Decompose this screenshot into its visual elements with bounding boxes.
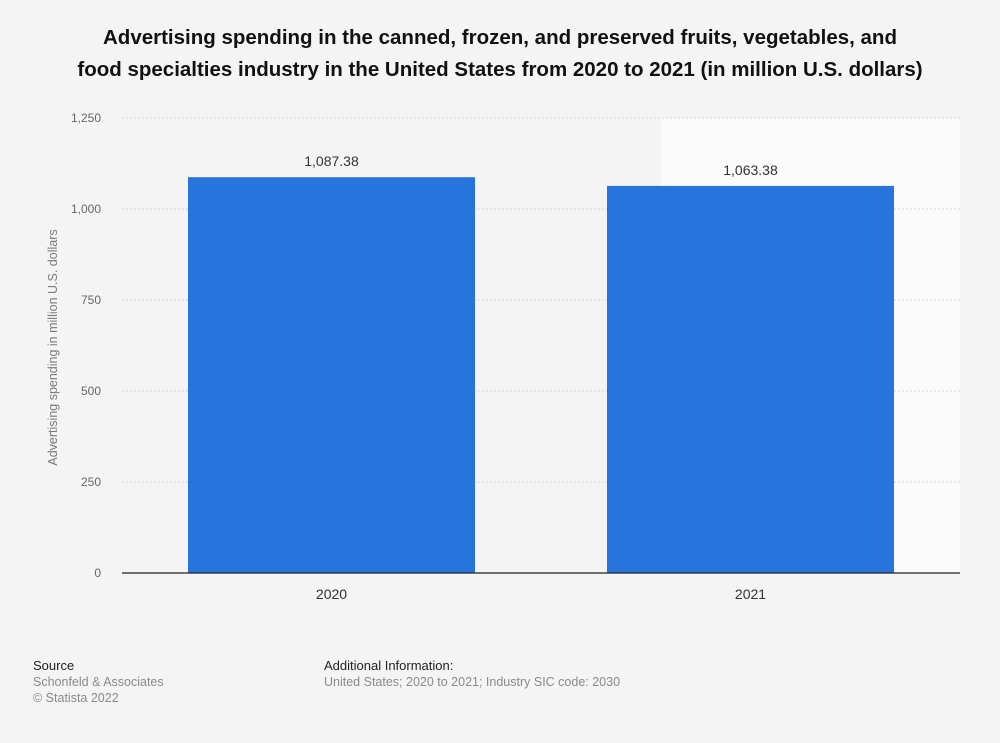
source-line-1[interactable]: Schonfeld & Associates: [33, 675, 164, 689]
source-heading: Source: [33, 658, 75, 673]
bar-2020: [187, 177, 476, 574]
value-label-2020: 1,087.38: [304, 153, 359, 169]
bar-2021: [606, 185, 895, 573]
chart-title-line-2: food specialties industry in the United …: [77, 58, 923, 81]
y-axis-title: Advertising spending in million U.S. dol…: [46, 229, 60, 465]
y-tick-label: 500: [81, 384, 101, 398]
y-tick-label: 1,000: [71, 202, 101, 216]
y-tick-label: 0: [94, 566, 101, 580]
bar-chart: 0 250 500 750 1,000 1,250 1,087.38 2020 1,063.38…: [46, 111, 960, 602]
chart-title: Advertising spending in the canned, froz…: [40, 22, 960, 86]
y-tick-label: 750: [81, 293, 101, 307]
additional-info-block: Additional Information: United States; 2…: [324, 658, 620, 690]
value-label-2021: 1,063.38: [723, 162, 778, 178]
source-block: Source Schonfeld & Associates © Statista…: [33, 658, 164, 706]
source-line-2: © Statista 2022: [33, 691, 119, 705]
x-tick-label: 2020: [316, 586, 347, 602]
additional-info-line: United States; 2020 to 2021; Industry SI…: [324, 675, 621, 689]
x-tick-label: 2021: [735, 586, 766, 602]
additional-info-heading: Additional Information:: [324, 658, 454, 673]
y-tick-label: 250: [81, 475, 101, 489]
y-tick-label: 1,250: [71, 111, 101, 125]
chart-title-line-1: Advertising spending in the canned, froz…: [103, 26, 897, 49]
